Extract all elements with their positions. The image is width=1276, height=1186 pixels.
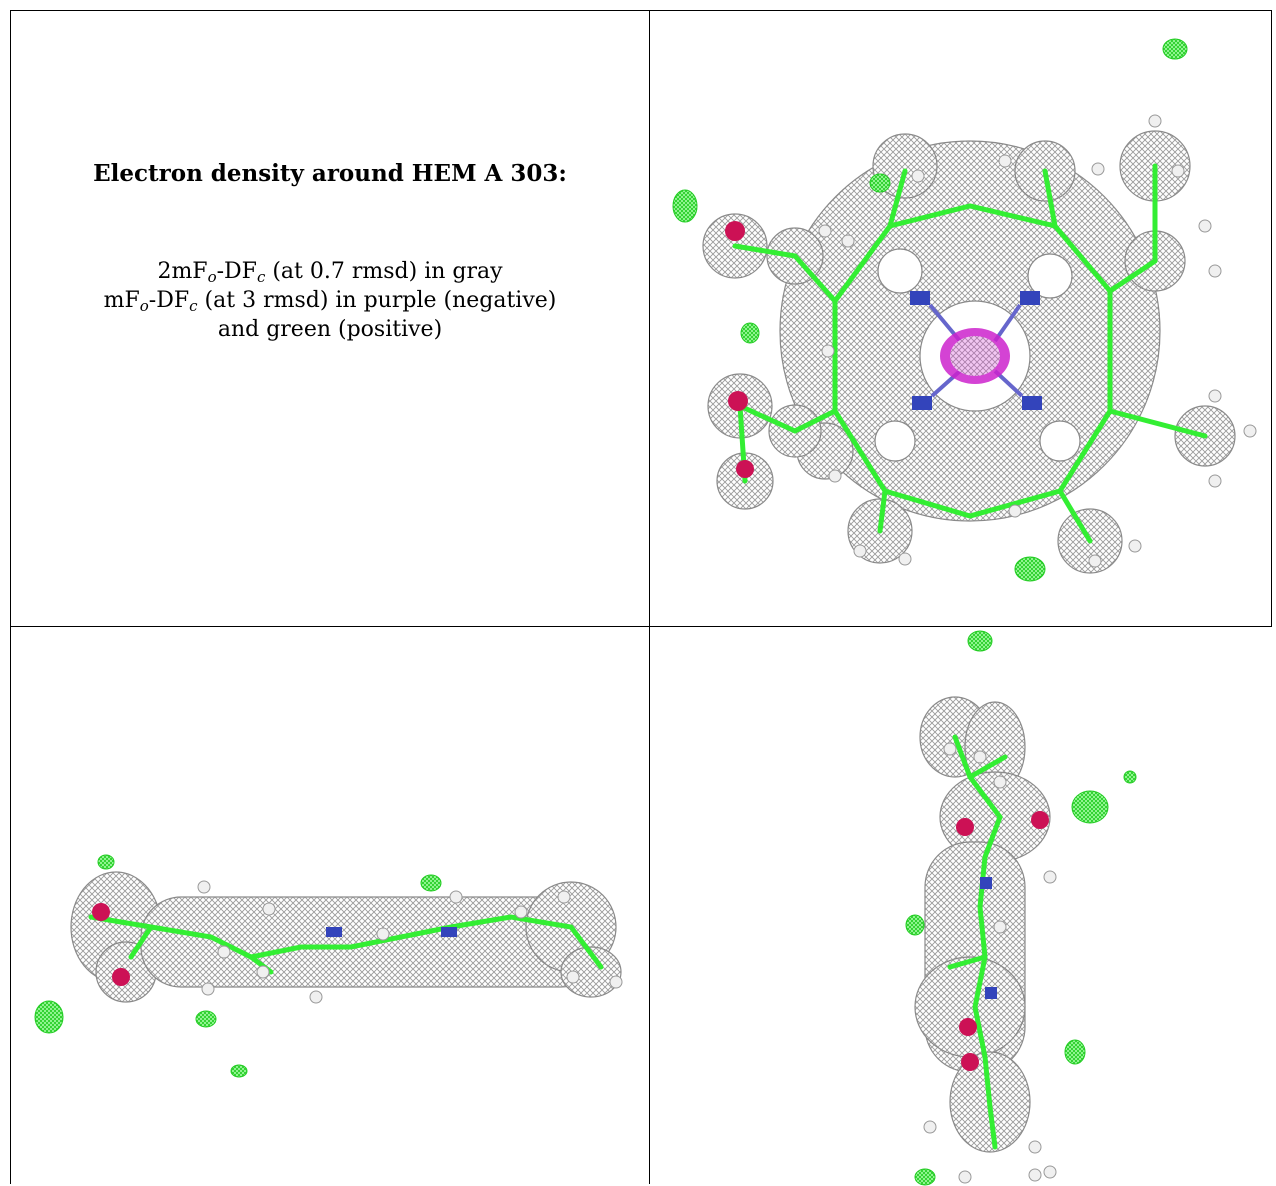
heme-face-on-image bbox=[672, 38, 1257, 582]
heme-edge-horizontal-image bbox=[34, 854, 623, 1078]
caption-line-1: 2mFo-DFc (at 0.7 rmsd) in gray bbox=[157, 259, 503, 286]
divider-vertical bbox=[649, 10, 650, 1184]
heme-edge-vertical-image bbox=[905, 630, 1137, 1186]
caption-body: 2mFo-DFc (at 0.7 rmsd) in gray mFo-DFc (… bbox=[40, 257, 620, 344]
border-left bbox=[10, 10, 11, 1184]
caption-line-2: mFo-DFc (at 3 rmsd) in purple (negative) bbox=[103, 288, 557, 315]
border-top bbox=[10, 10, 1272, 11]
panel-edge-on-horizontal-view bbox=[11, 627, 649, 1186]
panel-edge-on-vertical-view bbox=[650, 627, 1272, 1186]
caption-title: Electron density around HEM A 303: bbox=[93, 160, 567, 187]
border-right bbox=[1271, 10, 1272, 626]
caption: Electron density around HEM A 303: 2mFo-… bbox=[40, 160, 620, 344]
panel-face-on-view bbox=[650, 11, 1271, 626]
caption-line-3: and green (positive) bbox=[217, 317, 443, 342]
divider-horizontal bbox=[10, 626, 1272, 627]
